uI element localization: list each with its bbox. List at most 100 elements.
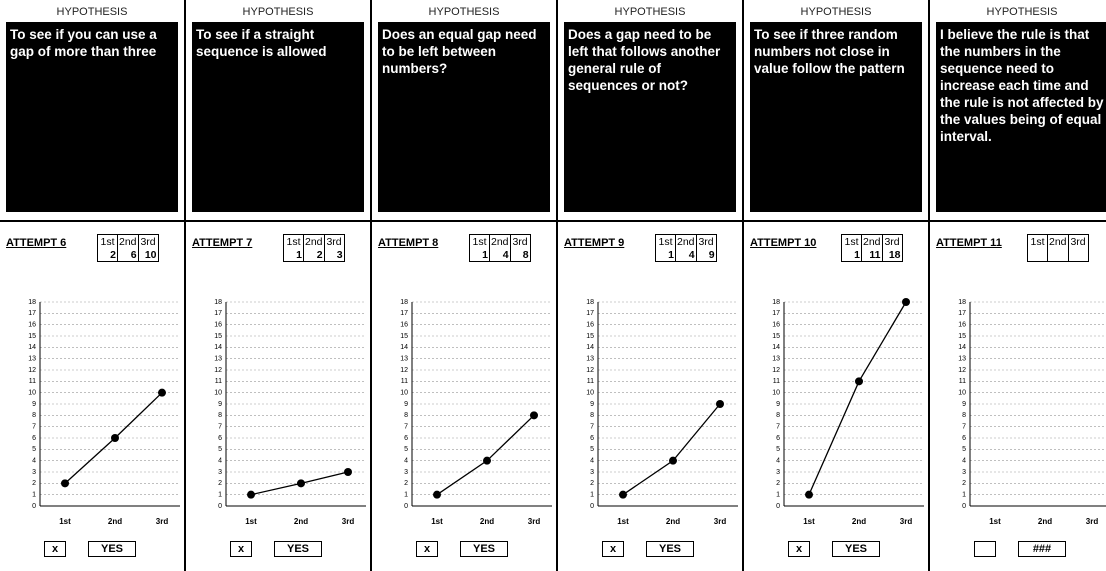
line [808,301,907,495]
y-tick-label: 18 [214,299,222,306]
entry-table: 1st 2nd 3rd 1 2 3 [283,234,345,262]
column-header: 1st [841,234,862,248]
y-tick-label: 5 [776,446,780,453]
y-tick-label: 16 [214,322,222,329]
y-tick-label: 2 [218,480,222,487]
column-header: 1st [655,234,676,248]
point [855,377,863,386]
column-header: 3rd [881,234,903,248]
column-header: 3rd [1067,234,1089,248]
column-header: 2nd [303,234,325,248]
entry-cell: 18 [881,248,903,262]
column-header: 2nd [1047,234,1069,248]
y-tick-label: 17 [958,310,966,317]
entry-table: 1st 2nd 3rd 2 6 10 [97,234,159,262]
y-tick-label: 0 [590,503,594,510]
column-header: 3rd [695,234,717,248]
y-tick-label: 11 [29,378,36,385]
column-header: 1st [97,234,118,248]
column-header: 1st [1027,234,1048,248]
x-tick-label: 3rd [528,517,541,526]
y-tick-label: 14 [28,344,36,351]
point [297,479,305,488]
attempt-label: ATTEMPT 10 [750,237,817,249]
y-tick-label: 5 [590,446,594,453]
panel-header: HYPOTHESIS [428,6,500,18]
panel-header: HYPOTHESIS [614,6,686,18]
x-tick-label: 3rd [1086,517,1099,526]
y-tick-label: 2 [404,480,408,487]
y-tick-label: 3 [404,469,408,476]
y-tick-label: 18 [28,299,36,306]
y-tick-label: 7 [32,424,36,431]
y-tick-label: 7 [776,424,780,431]
y-tick-label: 1 [218,492,222,499]
panel-header: HYPOTHESIS [986,6,1058,18]
x-tick-label: 1st [803,517,815,526]
y-tick-label: 3 [218,469,222,476]
y-tick-label: 6 [218,435,222,442]
x-tick-label: 1st [59,517,71,526]
panel: HYPOTHESIS Does an equal gap need to be l… [372,0,558,571]
entry-cell [1047,248,1069,262]
y-tick-label: 0 [404,503,408,510]
y-tick-label: 7 [404,424,408,431]
y-tick-label: 15 [214,333,222,340]
separator [930,220,1106,222]
y-tick-label: 8 [404,412,408,419]
x-tick-label: 3rd [342,517,355,526]
y-tick-label: 10 [772,390,780,397]
point [483,456,491,465]
y-tick-label: 14 [772,344,780,351]
entry-cell [1027,248,1048,262]
y-tick-label: 9 [590,401,594,408]
y-tick-label: 3 [776,469,780,476]
check-box [974,541,996,557]
point [158,388,166,397]
y-tick-label: 18 [958,299,966,306]
panel: HYPOTHESIS Does a gap need to be left tha… [558,0,744,571]
y-tick-label: 12 [772,367,780,374]
entry-table: 1st 2nd 3rd 1 4 8 [469,234,531,262]
y-tick-label: 11 [401,378,408,385]
y-tick-label: 2 [32,480,36,487]
y-tick-label: 15 [28,333,36,340]
entry-cell: 1 [655,248,676,262]
y-tick-label: 11 [773,378,780,385]
y-tick-label: 4 [590,458,594,465]
x-tick-label: 3rd [714,517,727,526]
point [344,468,352,476]
y-tick-label: 16 [400,322,408,329]
y-tick-label: 9 [776,401,780,408]
y-tick-label: 17 [400,310,408,317]
y-tick-label: 7 [590,424,594,431]
panel: HYPOTHESIS To see if you can use a gap of… [0,0,186,571]
separator [558,220,744,222]
y-tick-label: 18 [400,299,408,306]
y-tick-label: 8 [590,412,594,419]
result-box: YES [274,541,322,557]
result-box: ### [1018,541,1066,557]
entry-table: 1st 2nd 3rd 1 11 18 [841,234,903,262]
entry-cell [1067,248,1089,262]
y-tick-label: 12 [400,367,408,374]
y-tick-label: 13 [400,356,408,363]
check-box: x [788,541,810,557]
header-row: 1st 2nd 3rd [97,234,159,248]
y-tick-label: 18 [772,299,780,306]
x-tick-label: 1st [245,517,257,526]
line [436,414,535,496]
attempt-label: ATTEMPT 11 [936,237,1002,249]
y-tick-label: 0 [962,503,966,510]
y-tick-label: 13 [958,356,966,363]
result-box: YES [88,541,136,557]
result-box: YES [460,541,508,557]
y-tick-label: 13 [586,356,594,363]
column-header: 1st [283,234,304,248]
column-header: 2nd [489,234,511,248]
